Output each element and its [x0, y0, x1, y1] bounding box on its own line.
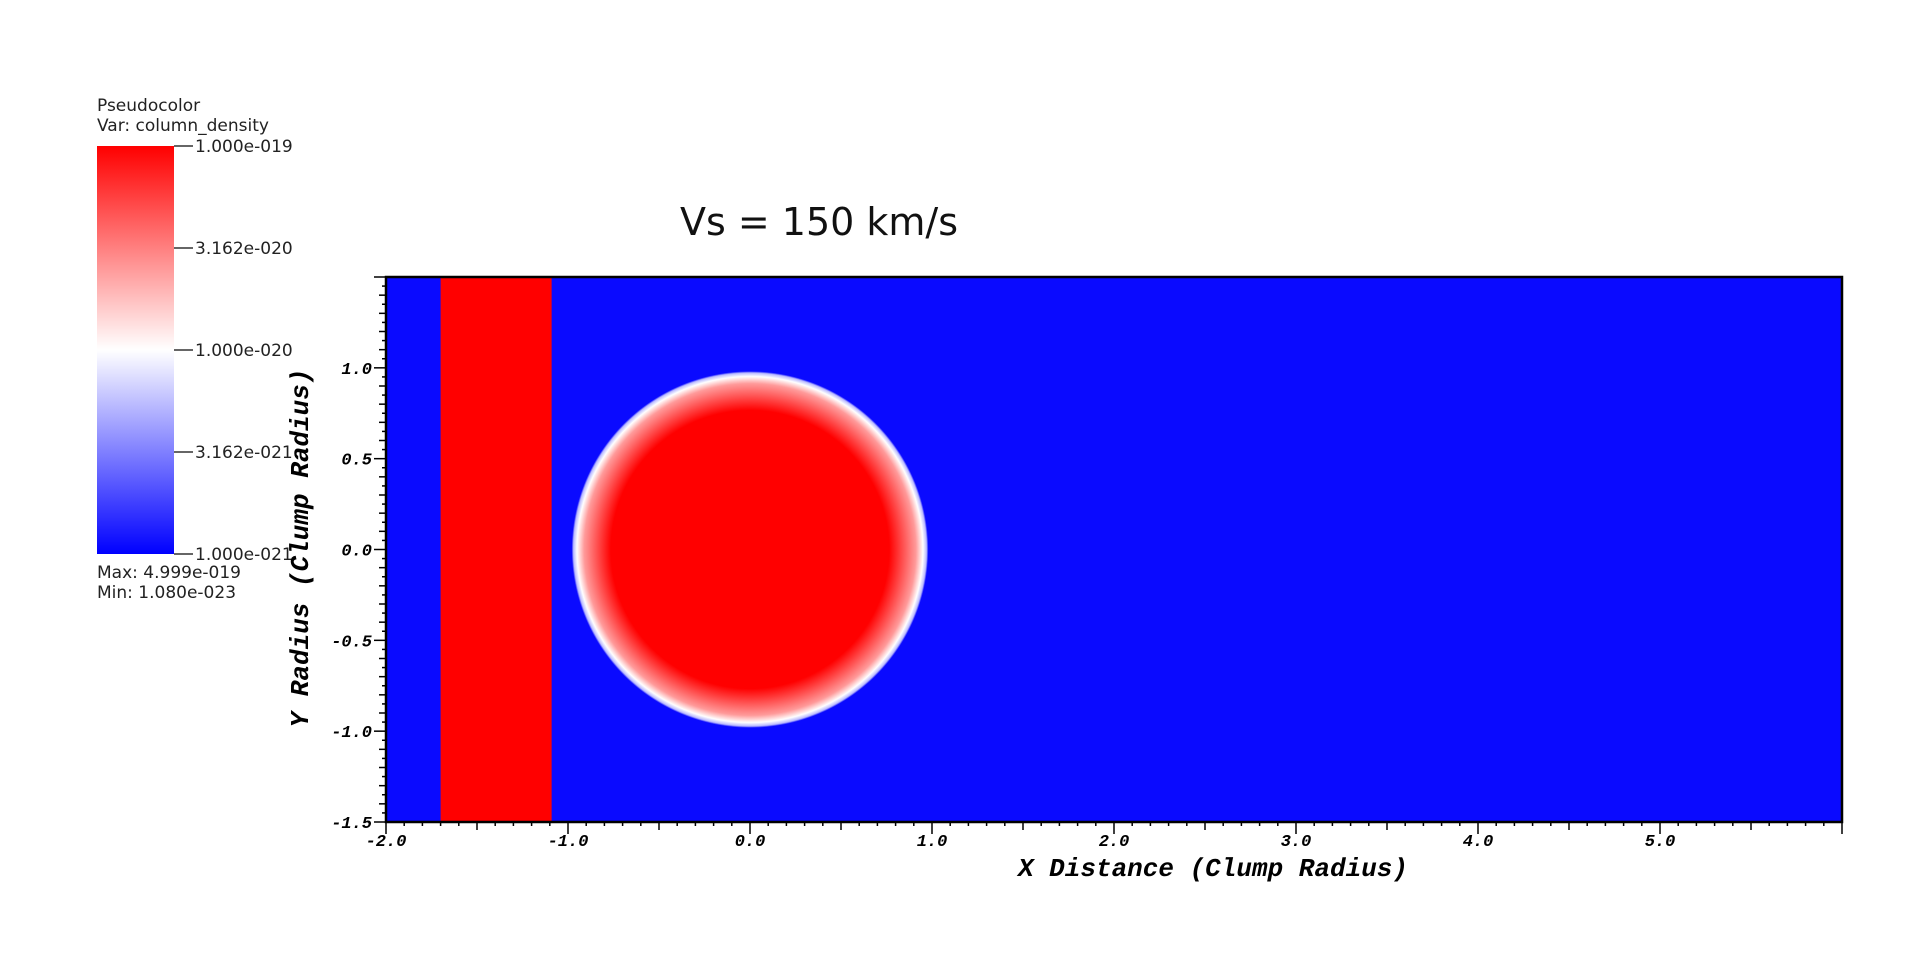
y-tick-label: 0.5 [341, 452, 372, 471]
colorbar-tick-label: 3.162e-021 [195, 443, 293, 463]
red-slab [440, 277, 552, 822]
colorbar-tick-label: 3.162e-020 [195, 239, 293, 259]
colorbar-tick-label: 1.000e-021 [195, 545, 293, 565]
legend-plot-type: Pseudocolor [97, 96, 200, 116]
colorbar-ticks: 1.000e-019 3.162e-020 1.000e-020 3.162e-021… [174, 137, 293, 565]
x-tick-label: 3.0 [1281, 833, 1312, 852]
x-tick-label: 4.0 [1463, 833, 1494, 852]
colorbar-legend: Pseudocolor Var: column_density 1.000e-0… [97, 96, 293, 603]
y-tick-label: -1.5 [331, 815, 372, 834]
y-axis: -1.5 -1.0 -0.5 0.0 0.5 1.0 [331, 276, 386, 834]
colorbar [97, 146, 174, 554]
y-tick-label: -1.0 [331, 724, 372, 743]
y-tick-label: 0.0 [341, 543, 372, 562]
x-tick-label: -1.0 [548, 833, 589, 852]
legend-var-label: Var: column_density [97, 116, 269, 136]
x-tick-label: -2.0 [366, 833, 407, 852]
plot-area: -2.0 -1.0 0.0 1.0 2.0 3.0 4.0 5.0 -1.5 -1.0 -0.5 0… [331, 275, 1844, 852]
x-tick-label: 0.0 [735, 833, 766, 852]
y-tick-label: -0.5 [331, 633, 372, 652]
legend-min: Min: 1.080e-023 [97, 583, 236, 603]
colorbar-tick-label: 1.000e-019 [195, 137, 293, 157]
x-axis: -2.0 -1.0 0.0 1.0 2.0 3.0 4.0 5.0 [366, 822, 1843, 852]
x-tick-label: 2.0 [1099, 833, 1130, 852]
clump-circle [571, 371, 929, 728]
plot-title: Vs = 150 km/s [680, 200, 958, 244]
x-axis-label: X Distance (Clump Radius) [1016, 854, 1408, 884]
y-tick-label: 1.0 [341, 361, 372, 380]
colorbar-tick-label: 1.000e-020 [195, 341, 293, 361]
x-tick-label: 5.0 [1645, 833, 1676, 852]
x-tick-label: 1.0 [917, 833, 948, 852]
legend-max: Max: 4.999e-019 [97, 563, 241, 583]
y-axis-label: Y Radius (Clump Radius) [286, 369, 316, 728]
